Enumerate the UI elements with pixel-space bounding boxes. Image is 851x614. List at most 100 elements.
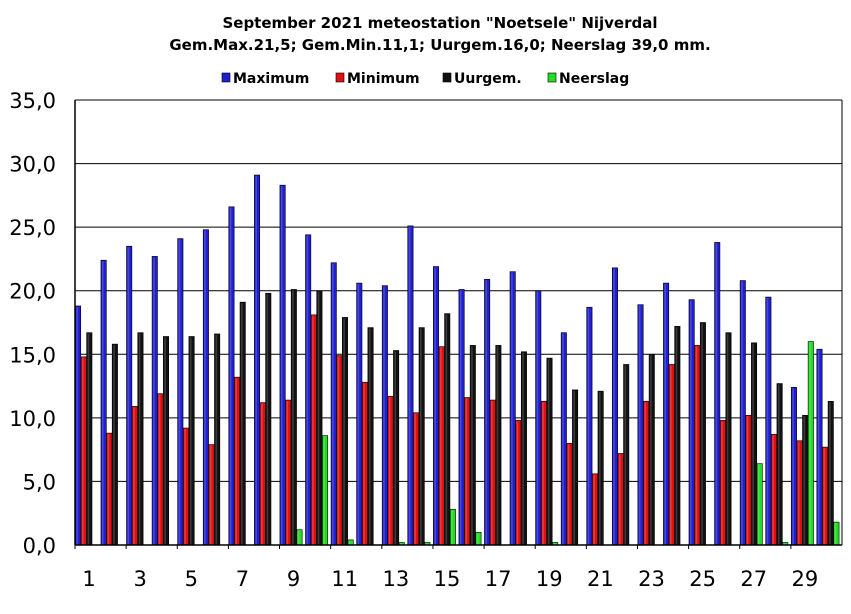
bar-maximum [305, 234, 312, 546]
bar-maximum [126, 245, 133, 546]
bar-minimum [694, 345, 701, 546]
legend-item: Minimum [335, 71, 420, 87]
bar-maximum [381, 285, 388, 546]
x-tick-label: 11 [331, 567, 358, 591]
bar-uurgem [290, 289, 297, 546]
legend-item: Uurgem. [442, 71, 522, 87]
bar-neerslag [347, 539, 354, 546]
bar-uurgem [111, 343, 118, 546]
bar-uurgem [751, 342, 758, 546]
chart-title: September 2021 meteostation "Noetsele" N… [222, 14, 658, 32]
bar-minimum [771, 434, 777, 546]
bar-uurgem [137, 332, 144, 546]
bar-uurgem [188, 336, 195, 546]
bar-minimum [285, 399, 292, 546]
bar-minimum [719, 420, 726, 546]
y-tick-label: 10,0 [9, 407, 56, 431]
bar-minimum [106, 432, 113, 546]
bar-minimum [643, 401, 650, 546]
bar-maximum [560, 332, 567, 546]
x-tick-label: 23 [638, 567, 665, 591]
bar-uurgem [418, 327, 425, 546]
bar-uurgem [469, 345, 476, 546]
bar-minimum [208, 444, 215, 546]
bar-uurgem [367, 327, 374, 546]
bar-uurgem [316, 290, 323, 546]
bar-maximum [458, 289, 465, 546]
y-tick-label: 0,0 [23, 534, 56, 558]
bar-minimum [80, 356, 87, 546]
bar-minimum [387, 395, 394, 546]
bar-minimum [438, 346, 445, 546]
x-tick-label: 1 [82, 567, 95, 591]
bar-minimum [361, 381, 368, 546]
bar-maximum [177, 238, 184, 546]
bar-uurgem [546, 357, 553, 546]
bar-minimum [131, 406, 138, 546]
legend-swatch [547, 72, 557, 83]
bar-neerslag [833, 521, 840, 546]
bar-neerslag [449, 509, 456, 546]
bar-minimum [540, 401, 547, 546]
bar-uurgem [214, 333, 221, 546]
bar-uurgem [341, 317, 348, 546]
y-tick-label: 30,0 [9, 153, 56, 177]
bar-uurgem [572, 389, 579, 546]
bar-maximum [688, 299, 695, 546]
x-tick-label: 19 [536, 567, 563, 591]
legend-label: Maximum [233, 71, 309, 87]
bar-minimum [413, 412, 420, 546]
bar-neerslag [807, 341, 814, 546]
bar-uurgem [648, 353, 655, 546]
bar-maximum [279, 184, 286, 546]
x-tick-label: 7 [236, 567, 249, 591]
axis-layer: 0,05,010,015,020,025,030,035,01 3 5 7 9 11 13 1… [9, 89, 843, 591]
bar-maximum [714, 242, 721, 546]
x-tick-label: 13 [382, 567, 409, 591]
bar-maximum [254, 174, 261, 546]
bar-minimum [259, 402, 266, 546]
bar-maximum [535, 290, 542, 546]
bar-minimum [745, 415, 752, 546]
x-tick-label: 29 [792, 567, 819, 591]
bar-minimum [157, 393, 164, 546]
bar-minimum [336, 355, 343, 546]
legend-item: Neerslag [547, 71, 629, 87]
bar-maximum [202, 229, 209, 546]
bar-minimum [592, 473, 599, 546]
bar-minimum [489, 399, 496, 546]
bar-maximum [356, 282, 363, 546]
legend-item: Maximum [221, 71, 309, 87]
x-tick-label: 3 [134, 567, 147, 591]
bar-uurgem [86, 332, 93, 546]
bar-neerslag [475, 531, 482, 546]
x-tick-label: 9 [287, 567, 300, 591]
bar-maximum [100, 259, 107, 546]
legend-swatch [221, 72, 231, 83]
bar-maximum [586, 306, 593, 546]
bar-maximum [484, 278, 491, 546]
bar-neerslag [322, 435, 329, 546]
chart-subtitle: Gem.Max.21,5; Gem.Min.11,1; Uurgem.16,0;… [169, 36, 711, 54]
y-tick-label: 5,0 [23, 470, 56, 494]
x-tick-label: 15 [434, 567, 461, 591]
y-tick-label: 35,0 [9, 89, 56, 113]
bar-uurgem [623, 364, 630, 546]
bar-maximum [663, 282, 670, 546]
bar-minimum [234, 376, 241, 546]
bar-uurgem [239, 301, 246, 546]
legend-label: Uurgem. [454, 71, 522, 87]
bar-uurgem [725, 332, 732, 546]
bar-maximum [765, 296, 772, 546]
bar-minimum [515, 420, 522, 546]
bar-uurgem [674, 326, 681, 546]
legend-label: Minimum [347, 71, 420, 87]
bar-uurgem [393, 350, 400, 546]
bar-minimum [566, 442, 573, 546]
bar-uurgem [827, 401, 834, 546]
bar-maximum [739, 280, 746, 546]
bar-maximum [151, 256, 158, 546]
bar-maximum [637, 304, 644, 546]
